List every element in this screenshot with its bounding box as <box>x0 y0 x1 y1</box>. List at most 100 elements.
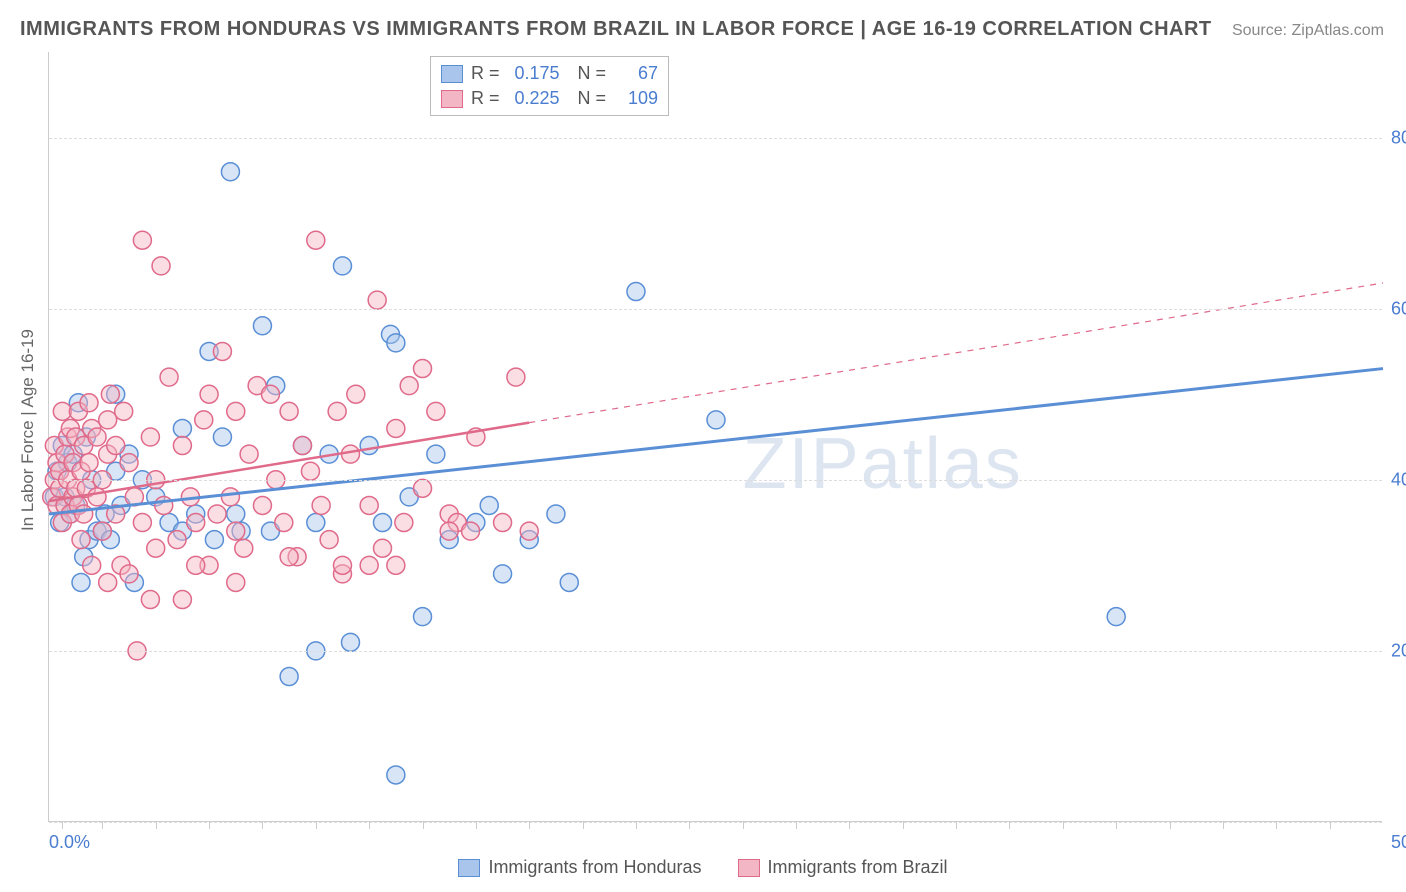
legend-swatch <box>458 859 480 877</box>
x-tick <box>956 821 957 829</box>
data-point <box>1107 608 1125 626</box>
plot-area: ZIPatlas 20.0%40.0%60.0%80.0%0.0%50.0% <box>48 52 1382 822</box>
data-point <box>221 163 239 181</box>
data-point <box>320 531 338 549</box>
data-point <box>213 342 231 360</box>
data-point <box>494 514 512 532</box>
x-tick <box>1063 821 1064 829</box>
x-tick <box>423 821 424 829</box>
data-point <box>187 514 205 532</box>
data-point <box>280 402 298 420</box>
legend-R-label: R = <box>471 88 500 109</box>
data-point <box>387 766 405 784</box>
chart-title: IMMIGRANTS FROM HONDURAS VS IMMIGRANTS F… <box>20 18 1212 41</box>
x-tick <box>743 821 744 829</box>
data-point <box>83 556 101 574</box>
data-point <box>480 496 498 514</box>
legend-swatch <box>738 859 760 877</box>
source-label: Source: ZipAtlas.com <box>1232 22 1384 40</box>
data-point <box>307 514 325 532</box>
data-point <box>235 539 253 557</box>
x-tick <box>529 821 530 829</box>
plot-svg <box>49 52 1382 821</box>
data-point <box>80 394 98 412</box>
x-tick <box>1223 821 1224 829</box>
data-point <box>173 437 191 455</box>
legend-row: R =0.175N =67 <box>441 61 658 86</box>
x-tick <box>1009 821 1010 829</box>
y-tick-label: 40.0% <box>1391 469 1406 490</box>
data-point <box>80 454 98 472</box>
data-point <box>301 462 319 480</box>
data-point <box>261 385 279 403</box>
gridline-h <box>49 480 1382 481</box>
data-point <box>72 573 90 591</box>
x-tick <box>262 821 263 829</box>
data-point <box>75 505 93 523</box>
data-point <box>205 531 223 549</box>
x-tick <box>62 821 63 829</box>
y-tick-label: 60.0% <box>1391 298 1406 319</box>
data-point <box>360 437 378 455</box>
data-point <box>368 291 386 309</box>
data-point <box>387 556 405 574</box>
gridline-h <box>49 138 1382 139</box>
data-point <box>360 556 378 574</box>
x-tick <box>316 821 317 829</box>
data-point <box>99 573 117 591</box>
x-tick <box>849 821 850 829</box>
x-tick <box>369 821 370 829</box>
legend-N-label: N = <box>578 88 607 109</box>
data-point <box>133 231 151 249</box>
data-point <box>400 377 418 395</box>
data-point <box>414 360 432 378</box>
data-point <box>374 514 392 532</box>
x-tick <box>796 821 797 829</box>
data-point <box>133 514 151 532</box>
data-point <box>213 428 231 446</box>
y-tick-label: 80.0% <box>1391 127 1406 148</box>
data-point <box>240 445 258 463</box>
data-point <box>120 454 138 472</box>
data-point <box>72 531 90 549</box>
data-point <box>293 437 311 455</box>
data-point <box>560 573 578 591</box>
data-point <box>360 496 378 514</box>
data-point <box>187 556 205 574</box>
data-point <box>168 531 186 549</box>
data-point <box>333 556 351 574</box>
legend-series-name: Immigrants from Honduras <box>488 857 701 877</box>
data-point <box>280 668 298 686</box>
data-point <box>227 522 245 540</box>
data-point <box>312 496 330 514</box>
data-point <box>328 402 346 420</box>
data-point <box>195 411 213 429</box>
data-point <box>88 428 106 446</box>
data-point <box>494 565 512 583</box>
x-tick <box>156 821 157 829</box>
data-point <box>88 488 106 506</box>
x-tick <box>1116 821 1117 829</box>
data-point <box>395 514 413 532</box>
data-point <box>427 402 445 420</box>
legend-N-value: 109 <box>614 88 658 109</box>
y-axis-title: In Labor Force | Age 16-19 <box>18 329 38 531</box>
legend-R-value: 0.225 <box>508 88 560 109</box>
data-point <box>173 419 191 437</box>
gridline-h <box>49 309 1382 310</box>
x-tick <box>1330 821 1331 829</box>
data-point <box>227 505 245 523</box>
legend-correlation: R =0.175N =67R = 0.225 N = 109 <box>430 56 669 116</box>
legend-row: R = 0.225 N = 109 <box>441 86 658 111</box>
data-point <box>333 257 351 275</box>
legend-N-label: N = <box>578 63 607 84</box>
data-point <box>208 505 226 523</box>
y-tick-label: 20.0% <box>1391 640 1406 661</box>
x-tick <box>209 821 210 829</box>
data-point <box>462 522 480 540</box>
data-point <box>414 479 432 497</box>
x-tick <box>583 821 584 829</box>
x-tick-label: 0.0% <box>49 832 90 853</box>
x-tick <box>689 821 690 829</box>
data-point <box>152 257 170 275</box>
